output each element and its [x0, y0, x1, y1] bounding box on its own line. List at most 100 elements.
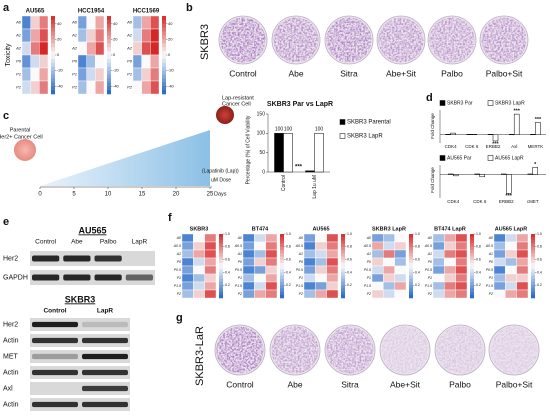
heatmap-cell: [493, 249, 506, 259]
colorbar-tick-label: 1.0: [537, 232, 542, 236]
heatmap-cell: [95, 67, 105, 82]
blot-row-label: Her2: [3, 321, 18, 328]
heatmap-cell: [150, 15, 160, 30]
colorbar-segment: [341, 256, 345, 260]
colorbar-segment: [341, 291, 345, 296]
colorbar-segment: [531, 282, 535, 286]
heatmap-row-label: P2: [489, 292, 493, 296]
heatmap-title: AU565: [26, 9, 45, 15]
heatmap-cell: [95, 15, 105, 30]
colorbar-segment: [51, 51, 55, 56]
colorbar-segment: [280, 266, 284, 270]
colorbar-segment: [51, 39, 55, 44]
panel-label: g: [176, 312, 183, 324]
colorbar-segment: [280, 269, 284, 273]
colorbar-segment: [341, 294, 345, 299]
heatmap-cell: [193, 241, 205, 251]
heatmap-cell: [505, 281, 517, 291]
heatmap-cell: [516, 281, 529, 291]
heatmap-row-label: P0: [299, 260, 303, 264]
heatmap-cell: [21, 67, 31, 82]
blot-band: [82, 401, 128, 408]
heatmap-title: SKBR3: [190, 226, 209, 232]
x-tick-label: ERBB2: [486, 144, 501, 149]
colonies: [326, 17, 372, 63]
colorbar-segment: [280, 237, 284, 241]
colonies: [378, 17, 424, 63]
heatmap-cell: [242, 233, 255, 243]
heatmap-row-label: P0: [428, 260, 432, 264]
colorbar-segment: [280, 240, 284, 244]
heatmap-cell: [204, 257, 217, 267]
x-tick-label: Lap 1u uM: [312, 175, 318, 199]
days-tick-label: 10: [105, 192, 112, 198]
colorbar-segment: [341, 266, 345, 270]
heatmap-cell: [505, 289, 517, 299]
heatmap-row-label: P1.5: [364, 284, 371, 288]
heatmap-cell: [204, 281, 217, 291]
colorbar-segment: [162, 51, 166, 56]
heatmap-cell: [181, 265, 194, 275]
heatmap-cell: [150, 41, 160, 56]
colorbar-tick-label: 0.4: [286, 270, 291, 274]
blot-band: [82, 353, 128, 360]
heatmap-cell: [383, 257, 395, 267]
colorbar-segment: [219, 278, 223, 283]
colorbar-tick-label: 0.6: [415, 258, 420, 262]
colorbar-tick-label: -40: [57, 83, 64, 88]
bar: [506, 174, 512, 194]
colorbar-segment: [409, 243, 413, 248]
heatmap-cell: [444, 233, 456, 243]
plate-label: Sitra: [341, 379, 359, 389]
blot-band: [94, 255, 122, 262]
heatmap-cell: [303, 289, 316, 299]
heatmap-cell: [193, 265, 205, 275]
heatmap-row-label: A0.5: [485, 244, 493, 248]
legend-swatch: [339, 133, 346, 139]
axis-label: Toxicity: [5, 43, 12, 66]
heatmap-cell: [95, 54, 105, 69]
y-tick-label: 50: [259, 150, 265, 156]
colonies: [216, 326, 264, 374]
plate-label: Abe+Sit: [386, 68, 417, 78]
heatmap-cell: [383, 249, 395, 259]
colorbar-tick-label: 0.6: [537, 258, 542, 262]
colorbar-segment: [162, 86, 166, 91]
colorbar-segment: [341, 240, 345, 244]
colorbar-tick-label: 20: [113, 36, 118, 41]
colorbar-segment: [219, 288, 223, 292]
heatmap-cell: [30, 28, 40, 43]
days-tick-label: 25: [207, 192, 214, 198]
colorbar-segment: [409, 269, 413, 273]
colorbar-segment: [470, 294, 474, 299]
heatmap-cell: [254, 289, 266, 299]
colorbar-segment: [219, 282, 223, 286]
heatmap-cell: [86, 28, 96, 43]
heatmap-cell: [516, 289, 529, 299]
heatmap-cell: [132, 54, 142, 69]
colorbar-segment: [409, 262, 413, 267]
x-tick-label: cMET: [527, 199, 539, 204]
colorbar-segment: [162, 43, 166, 48]
heatmap-cell: [30, 67, 40, 82]
colorbar-segment: [107, 16, 111, 21]
heatmap-cell: [242, 265, 255, 275]
heatmap-row-label: P0.5: [296, 268, 303, 272]
colorbar-tick-label: 0.6: [347, 258, 352, 262]
colorbar-segment: [341, 237, 345, 241]
axis-label: Fold Change: [430, 167, 435, 193]
colorbar-segment: [531, 234, 535, 238]
heatmap-title: SKBR3 LapR: [372, 226, 406, 232]
heatmap-row-label: P1.5: [486, 284, 493, 288]
colorbar-segment: [531, 240, 535, 244]
heatmap-row-label: P1: [177, 276, 181, 280]
colorbar-segment: [107, 19, 111, 25]
colorbar-segment: [107, 27, 111, 32]
colorbar-tick-label: -20: [57, 68, 64, 73]
colorbar-segment: [219, 275, 223, 280]
heatmap-cell: [265, 289, 278, 299]
colorbar-segment: [409, 294, 413, 299]
colorbar-segment: [409, 288, 413, 292]
heatmap-title: BT474: [252, 226, 269, 232]
legend-label: SKBR3 LapR: [347, 134, 383, 140]
